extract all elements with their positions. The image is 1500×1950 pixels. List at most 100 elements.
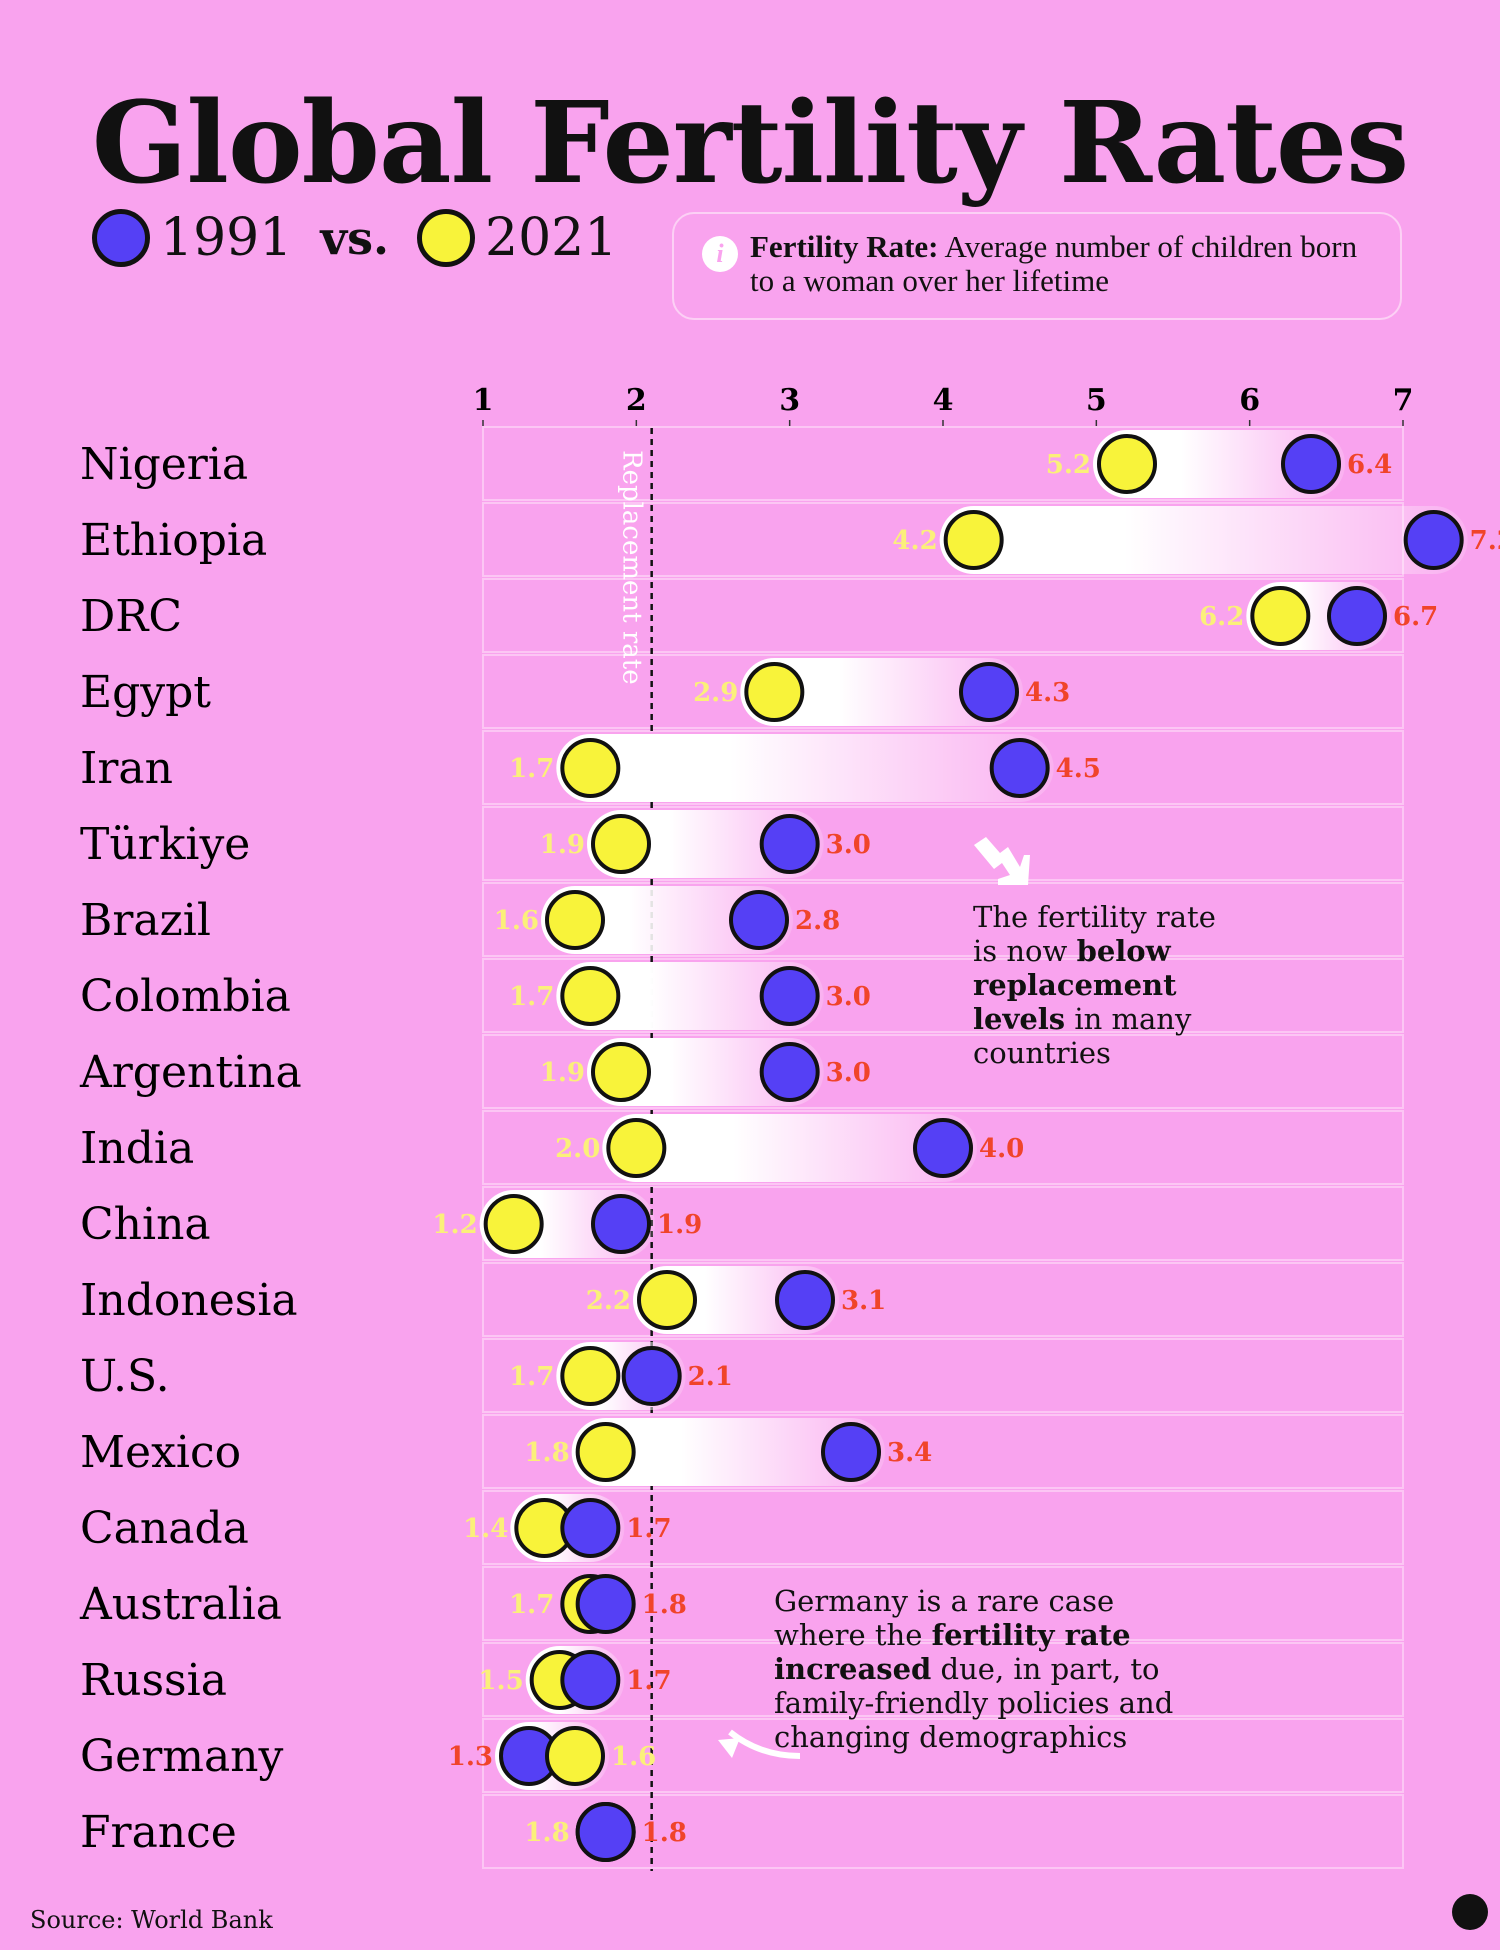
value-label-2021: 1.9 — [540, 1058, 585, 1088]
ann-line: countries — [973, 1036, 1111, 1070]
legend-dot-2021 — [416, 209, 475, 267]
value-label-1991: 3.0 — [826, 830, 871, 860]
country-label: U.S. — [80, 1351, 170, 1402]
ann-text: is now — [973, 934, 1077, 968]
value-label-2021: 1.7 — [509, 1590, 554, 1620]
dot-2021 — [1250, 586, 1311, 646]
dot-1991 — [560, 1650, 621, 1710]
value-label-2021: 1.5 — [478, 1666, 523, 1696]
range-bar — [556, 962, 824, 1030]
value-label-1991: 2.1 — [688, 1362, 733, 1392]
value-label-1991: 4.5 — [1056, 754, 1101, 784]
row-band — [482, 1794, 1404, 1869]
dot-1991 — [1403, 510, 1464, 570]
ann-bold: below — [1076, 934, 1171, 968]
ann-bold: fertility rate — [931, 1618, 1131, 1652]
value-label-2021: 2.9 — [693, 678, 738, 708]
dot-2021 — [560, 966, 621, 1026]
x-tick-label: 7 — [1393, 383, 1414, 418]
x-tick-label: 6 — [1239, 383, 1260, 418]
legend-label-1991: 1991 — [160, 208, 293, 268]
dot-2021 — [591, 1042, 651, 1102]
value-label-2021: 1.6 — [494, 906, 539, 936]
value-label-1991: 2.8 — [795, 906, 840, 936]
dot-2021 — [560, 1346, 621, 1406]
value-label-2021: 1.9 — [540, 830, 585, 860]
country-label: Iran — [80, 743, 173, 794]
range-bar — [541, 886, 793, 954]
range-bar — [939, 506, 1468, 574]
replacement-label: Replacement rate — [617, 450, 647, 685]
ann-text: due, in part, to — [931, 1652, 1160, 1686]
dot-2021 — [591, 814, 651, 874]
ann-line: changing demographics — [774, 1720, 1128, 1754]
legend: 1991 vs. 2021 — [92, 208, 617, 268]
value-label-1991: 1.8 — [642, 1818, 687, 1848]
row-band — [482, 1338, 1404, 1413]
country-label: Ethiopia — [80, 515, 267, 566]
legend-vs: vs. — [320, 211, 389, 265]
value-label-2021: 1.8 — [524, 1818, 569, 1848]
x-tick-label: 4 — [933, 383, 954, 418]
value-label-1991: 1.3 — [448, 1742, 493, 1772]
value-label-1991: 1.9 — [657, 1210, 702, 1240]
row-band — [482, 1262, 1404, 1337]
value-label-1991: 3.0 — [826, 1058, 871, 1088]
row-band — [482, 806, 1404, 881]
value-label-1991: 3.4 — [887, 1438, 932, 1468]
dot-1991 — [729, 890, 789, 950]
country-label: Egypt — [80, 667, 211, 718]
value-label-2021: 2.2 — [586, 1286, 631, 1316]
value-label-1991: 6.4 — [1347, 450, 1392, 480]
row-band — [482, 958, 1404, 1033]
value-label-1991: 4.0 — [979, 1134, 1024, 1164]
dot-1991 — [759, 814, 820, 874]
value-label-1991: 3.0 — [826, 982, 871, 1012]
country-label: Russia — [80, 1655, 227, 1706]
row-band — [482, 654, 1404, 729]
dot-1991 — [591, 1194, 651, 1254]
row-band — [482, 578, 1404, 653]
range-bar — [571, 1418, 885, 1486]
logo-icon — [1452, 1894, 1488, 1930]
row-band — [482, 1414, 1404, 1489]
range-bar — [740, 658, 1023, 726]
info-definition: Average number of children born to a wom… — [750, 229, 1358, 298]
country-label: India — [80, 1123, 194, 1174]
country-label: Colombia — [80, 971, 291, 1022]
value-label-2021: 1.4 — [463, 1514, 508, 1544]
country-label: Argentina — [79, 1047, 302, 1098]
dot-2021 — [744, 662, 805, 722]
dot-1991 — [575, 1574, 636, 1634]
dot-1991 — [989, 738, 1050, 798]
range-bar — [602, 1114, 977, 1182]
info-term: Fertility Rate: — [750, 229, 939, 264]
value-label-2021: 1.6 — [611, 1742, 656, 1772]
dot-2021 — [560, 738, 621, 798]
x-tick-label: 3 — [779, 383, 800, 418]
range-bar — [587, 810, 824, 878]
ann-text: in many — [1065, 1002, 1192, 1036]
ann-line: Germany is a rare case — [774, 1584, 1115, 1618]
row-band — [482, 1566, 1404, 1641]
dot-1991 — [1327, 586, 1387, 646]
ann-bold: replacement — [973, 968, 1177, 1002]
row-band — [482, 1110, 1404, 1185]
country-label: Germany — [80, 1731, 284, 1782]
value-label-2021: 1.7 — [509, 754, 554, 784]
x-tick-label: 5 — [1086, 383, 1107, 418]
country-label: Indonesia — [80, 1275, 298, 1326]
value-label-1991: 1.7 — [626, 1514, 671, 1544]
value-label-2021: 6.2 — [1199, 602, 1244, 632]
row-band — [482, 730, 1404, 805]
dot-2021 — [1097, 434, 1157, 494]
range-bar — [587, 1038, 824, 1106]
dot-2021 — [545, 890, 605, 950]
dot-2021 — [606, 1118, 667, 1178]
row-band — [482, 1490, 1404, 1565]
value-label-1991: 1.8 — [642, 1590, 687, 1620]
range-bar — [556, 734, 1054, 802]
dot-1991 — [775, 1270, 835, 1330]
dot-1991 — [759, 1042, 820, 1102]
